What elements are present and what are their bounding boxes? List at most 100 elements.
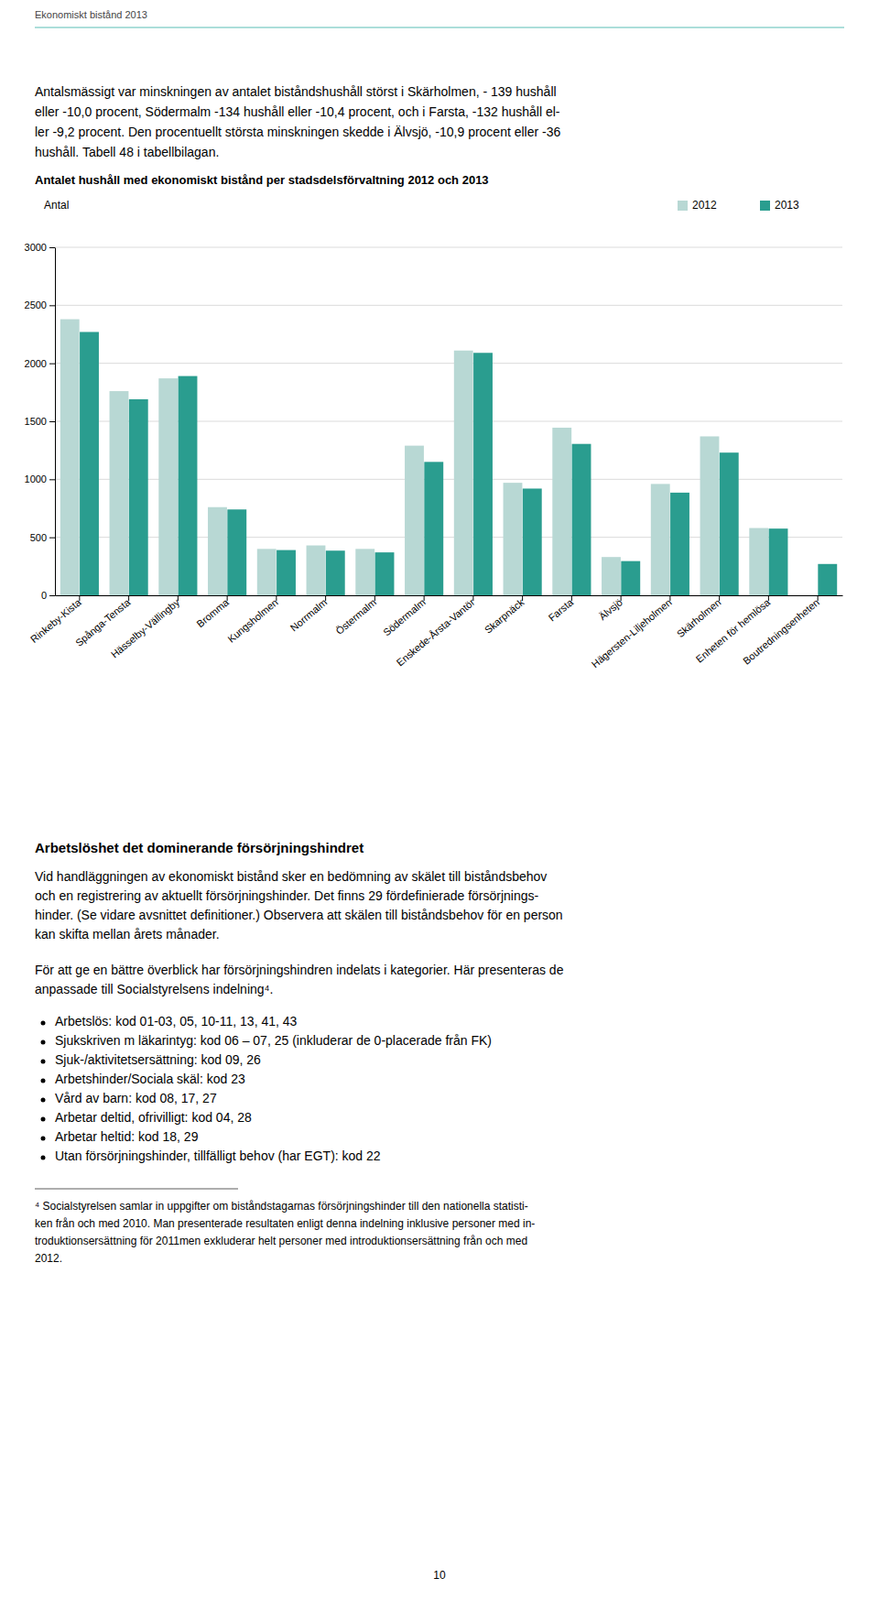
bullet (41, 1097, 46, 1103)
x-tick: Hägersten-Liljeholmen (589, 595, 674, 670)
y-tick-label: 2500 (24, 299, 47, 311)
y-tick: 3000 (24, 241, 55, 253)
bullet-text: Arbetshinder/Sociala skäl: kod 23 (54, 1071, 246, 1086)
grid (54, 247, 843, 596)
bar (404, 445, 424, 596)
bar (158, 378, 178, 596)
x-tick-label: Östermalm (333, 596, 379, 637)
bar (79, 331, 99, 596)
page-header: Ekonomiskt bistånd 2013 (34, 9, 148, 21)
body-text: För att ge en bättre överblick har försö… (34, 962, 565, 977)
x-tick-mark (128, 595, 130, 601)
x-tick-label: Skärholmen (674, 596, 724, 640)
bullet-text: Sjukskriven m läkarintyg: kod 06 – 07, 2… (54, 1032, 492, 1048)
bar (375, 552, 395, 596)
bar (325, 550, 346, 596)
chart-title: Antalet hushåll med ekonomiskt bistånd p… (34, 173, 489, 187)
bar-series (60, 319, 769, 596)
bar (817, 564, 837, 596)
y-tick-label: 500 (30, 531, 47, 543)
bullet (41, 1155, 46, 1161)
y-tick-label: 1500 (24, 415, 47, 427)
y-axis-title: Antal (43, 198, 69, 212)
x-tick-mark (374, 595, 376, 601)
bar (257, 548, 277, 596)
bar (503, 482, 523, 596)
bar (423, 461, 444, 596)
bar (719, 452, 739, 596)
body-text: och en registrering av aktuellt försörjn… (34, 888, 540, 903)
body-text: hushåll. Tabell 48 i tabellbilagan. (34, 144, 219, 160)
y-tick: 2000 (24, 358, 55, 369)
page-number: 10 (433, 1568, 446, 1582)
x-axis: Rinkeby-KistaSpånga-TenstaHässelby-Välli… (28, 595, 844, 670)
bar (129, 399, 149, 596)
bar (670, 492, 690, 596)
x-tick: Norrmalm (288, 595, 330, 634)
y-tick-label: 3000 (24, 241, 47, 253)
bullet-text: Vård av barn: kod 08, 17, 27 (54, 1090, 218, 1106)
legend-label: 2013 (774, 198, 800, 212)
x-tick-mark (768, 595, 770, 601)
x-tick-mark (817, 595, 819, 601)
x-tick: Hässelby-Vällingby (108, 595, 183, 661)
y-axis: 050010001500200025003000 (24, 241, 56, 601)
bullet (41, 1078, 46, 1084)
y-tick-mark (49, 421, 55, 423)
grid-line (54, 362, 843, 364)
y-axis-line (54, 248, 56, 597)
x-tick-label: Hässelby-Vällingby (108, 596, 183, 661)
x-tick-mark (718, 595, 720, 601)
legend: 20122013 (677, 198, 800, 212)
body-text: kan skifta mellan årets månader. (34, 926, 220, 942)
x-tick-mark (325, 595, 326, 601)
y-tick: 1000 (24, 473, 55, 485)
bar (60, 319, 80, 596)
x-tick-label: Hägersten-Liljeholmen (589, 596, 674, 670)
x-tick: Bromma (194, 595, 231, 630)
bullet (41, 1136, 46, 1141)
x-tick: Södermalm (380, 595, 428, 639)
bar-series (79, 331, 837, 596)
bullet (41, 1020, 46, 1026)
x-tick-label: Bromma (194, 596, 231, 630)
bar (798, 595, 818, 597)
x-tick: Skärholmen (674, 595, 724, 640)
legend-swatch (677, 200, 688, 211)
bar (651, 483, 671, 596)
y-tick-mark (49, 247, 55, 249)
x-tick: Enskede-Årsta-Vantör (394, 595, 478, 669)
bar (748, 528, 769, 596)
x-tick-mark (620, 595, 622, 601)
y-tick-mark (49, 537, 55, 539)
x-tick-label: Älvsjö (596, 596, 625, 622)
x-tick-mark (669, 595, 671, 601)
bar (620, 561, 641, 596)
grid-line (54, 247, 843, 249)
bar (700, 435, 720, 596)
bullet-text: Sjuk-/aktivitetsersättning: kod 09, 26 (54, 1052, 261, 1067)
x-tick-label: Boutredningsenheten (740, 596, 822, 666)
footnote-rule (34, 1188, 239, 1190)
x-tick-label: Farsta (546, 596, 576, 624)
body-text: anpassade till Socialstyrelsens indelnin… (34, 981, 274, 997)
x-tick-mark (571, 595, 573, 601)
y-tick: 2500 (24, 299, 55, 311)
bar (207, 507, 228, 596)
bullet (41, 1117, 46, 1122)
y-tick-label: 1000 (24, 473, 47, 485)
legend-swatch (759, 200, 771, 211)
header-rule (34, 26, 845, 28)
x-tick: Kungsholmen (225, 595, 280, 645)
x-tick: Östermalm (333, 595, 379, 637)
bar (109, 390, 130, 596)
bullet-text: Arbetar deltid, ofrivilligt: kod 04, 28 (54, 1109, 252, 1125)
body-text: Antalsmässigt var minskningen av antalet… (34, 84, 557, 99)
footnote: ken från och med 2010. Man presenterade … (34, 1216, 535, 1230)
footnote: ⁴ Socialstyrelsen samlar in uppgifter om… (34, 1199, 529, 1213)
body-text: eller -10,0 procent, Södermalm -134 hush… (34, 104, 561, 120)
x-tick-label: Enskede-Årsta-Vantör (394, 596, 478, 668)
x-tick-mark (78, 595, 80, 601)
x-tick-label: Norrmalm (288, 596, 330, 633)
x-tick-mark (227, 595, 228, 601)
